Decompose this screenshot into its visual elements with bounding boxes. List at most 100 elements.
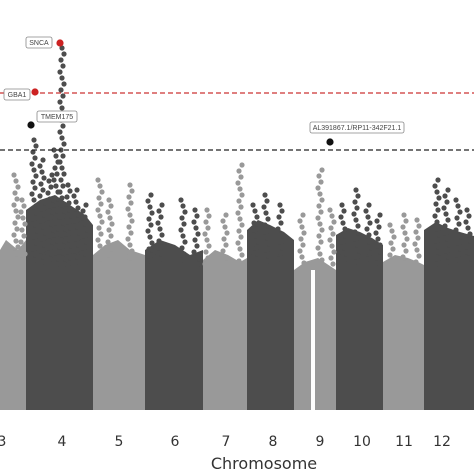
snp-point — [276, 244, 282, 250]
snp-point — [265, 216, 271, 222]
snp-point — [158, 244, 164, 250]
snp-point — [74, 217, 80, 223]
snp-point — [414, 247, 420, 253]
snp-point — [317, 191, 323, 197]
snp-point — [59, 195, 65, 201]
snp-point — [80, 238, 86, 244]
snp-point — [29, 161, 35, 167]
snp-point — [52, 195, 58, 201]
snp-point — [33, 173, 39, 179]
snp-point — [58, 87, 64, 93]
snp-point — [239, 192, 245, 198]
snp-point — [401, 242, 407, 248]
snp-point — [13, 238, 19, 244]
snp-point — [277, 202, 283, 208]
snp-point — [126, 254, 132, 260]
snp-point — [412, 241, 418, 247]
snp-point — [195, 231, 201, 237]
snp-point — [402, 230, 408, 236]
snp-point — [416, 253, 422, 259]
snp-point — [51, 237, 57, 243]
snp-point — [66, 230, 72, 236]
snp-point — [74, 187, 80, 193]
snp-point — [106, 257, 112, 263]
snp-point — [206, 243, 212, 249]
snp-point — [12, 250, 18, 256]
snp-point — [457, 209, 463, 215]
snp-point — [31, 197, 37, 203]
snp-point — [41, 235, 47, 241]
snp-point — [19, 257, 25, 263]
snp-point — [33, 143, 39, 149]
snp-point — [81, 226, 87, 232]
snp-point — [49, 232, 55, 238]
snp-point — [125, 236, 131, 242]
snp-point — [253, 256, 259, 262]
snp-point — [30, 239, 36, 245]
snp-point — [251, 250, 257, 256]
snp-point — [223, 212, 229, 218]
snp-point — [454, 215, 460, 221]
x-tick-label-7: 7 — [222, 434, 231, 450]
snp-point — [373, 260, 379, 266]
gene-label: AL391867.1/RP11-342F21.1 — [313, 125, 402, 132]
snp-point — [95, 207, 101, 213]
snp-point — [49, 172, 55, 178]
snp-point — [21, 203, 27, 209]
hit-point-al391867-1-rp11-342f21-1 — [326, 138, 334, 146]
snp-point — [65, 212, 71, 218]
snp-point — [51, 207, 57, 213]
snp-point — [37, 163, 43, 169]
snp-point — [39, 199, 45, 205]
snp-point — [413, 259, 419, 265]
snp-point — [279, 238, 285, 244]
x-tick-label-4: 4 — [58, 434, 67, 450]
snp-point — [193, 255, 199, 261]
snp-point — [433, 231, 439, 237]
snp-point — [155, 220, 161, 226]
snp-point — [14, 196, 20, 202]
snp-point — [48, 214, 54, 220]
snp-point — [203, 219, 209, 225]
snp-point — [222, 254, 228, 260]
snp-point — [374, 248, 380, 254]
snp-point — [38, 181, 44, 187]
snp-point — [373, 230, 379, 236]
hit-point-snca — [56, 39, 64, 47]
snp-point — [15, 244, 21, 250]
snp-point — [15, 214, 21, 220]
snp-point — [181, 221, 187, 227]
snp-point — [239, 162, 245, 168]
snp-point — [192, 207, 198, 213]
snp-point — [60, 153, 66, 159]
snp-point — [149, 210, 155, 216]
snp-point — [128, 260, 134, 266]
snp-point — [239, 222, 245, 228]
snp-point — [354, 235, 360, 241]
snp-point — [148, 252, 154, 258]
x-tick-label-6: 6 — [171, 434, 180, 450]
x-tick-label-8: 8 — [269, 434, 278, 450]
snp-point — [61, 171, 67, 177]
snp-point — [264, 198, 270, 204]
snp-point — [45, 220, 51, 226]
snp-point — [301, 260, 307, 266]
snp-point — [59, 45, 65, 51]
snp-point — [98, 231, 104, 237]
snp-point — [41, 175, 47, 181]
snp-point — [435, 237, 441, 243]
snp-point — [464, 237, 470, 243]
snp-point — [237, 246, 243, 252]
snp-point — [404, 236, 410, 242]
snp-point — [39, 259, 45, 265]
snp-point — [33, 203, 39, 209]
snp-point — [250, 232, 256, 238]
snp-point — [159, 232, 165, 238]
snp-point — [354, 205, 360, 211]
snp-point — [300, 242, 306, 248]
gene-label-box — [309, 121, 405, 134]
snp-point — [73, 229, 79, 235]
snp-point — [95, 177, 101, 183]
snp-point — [403, 218, 409, 224]
snp-point — [59, 225, 65, 231]
